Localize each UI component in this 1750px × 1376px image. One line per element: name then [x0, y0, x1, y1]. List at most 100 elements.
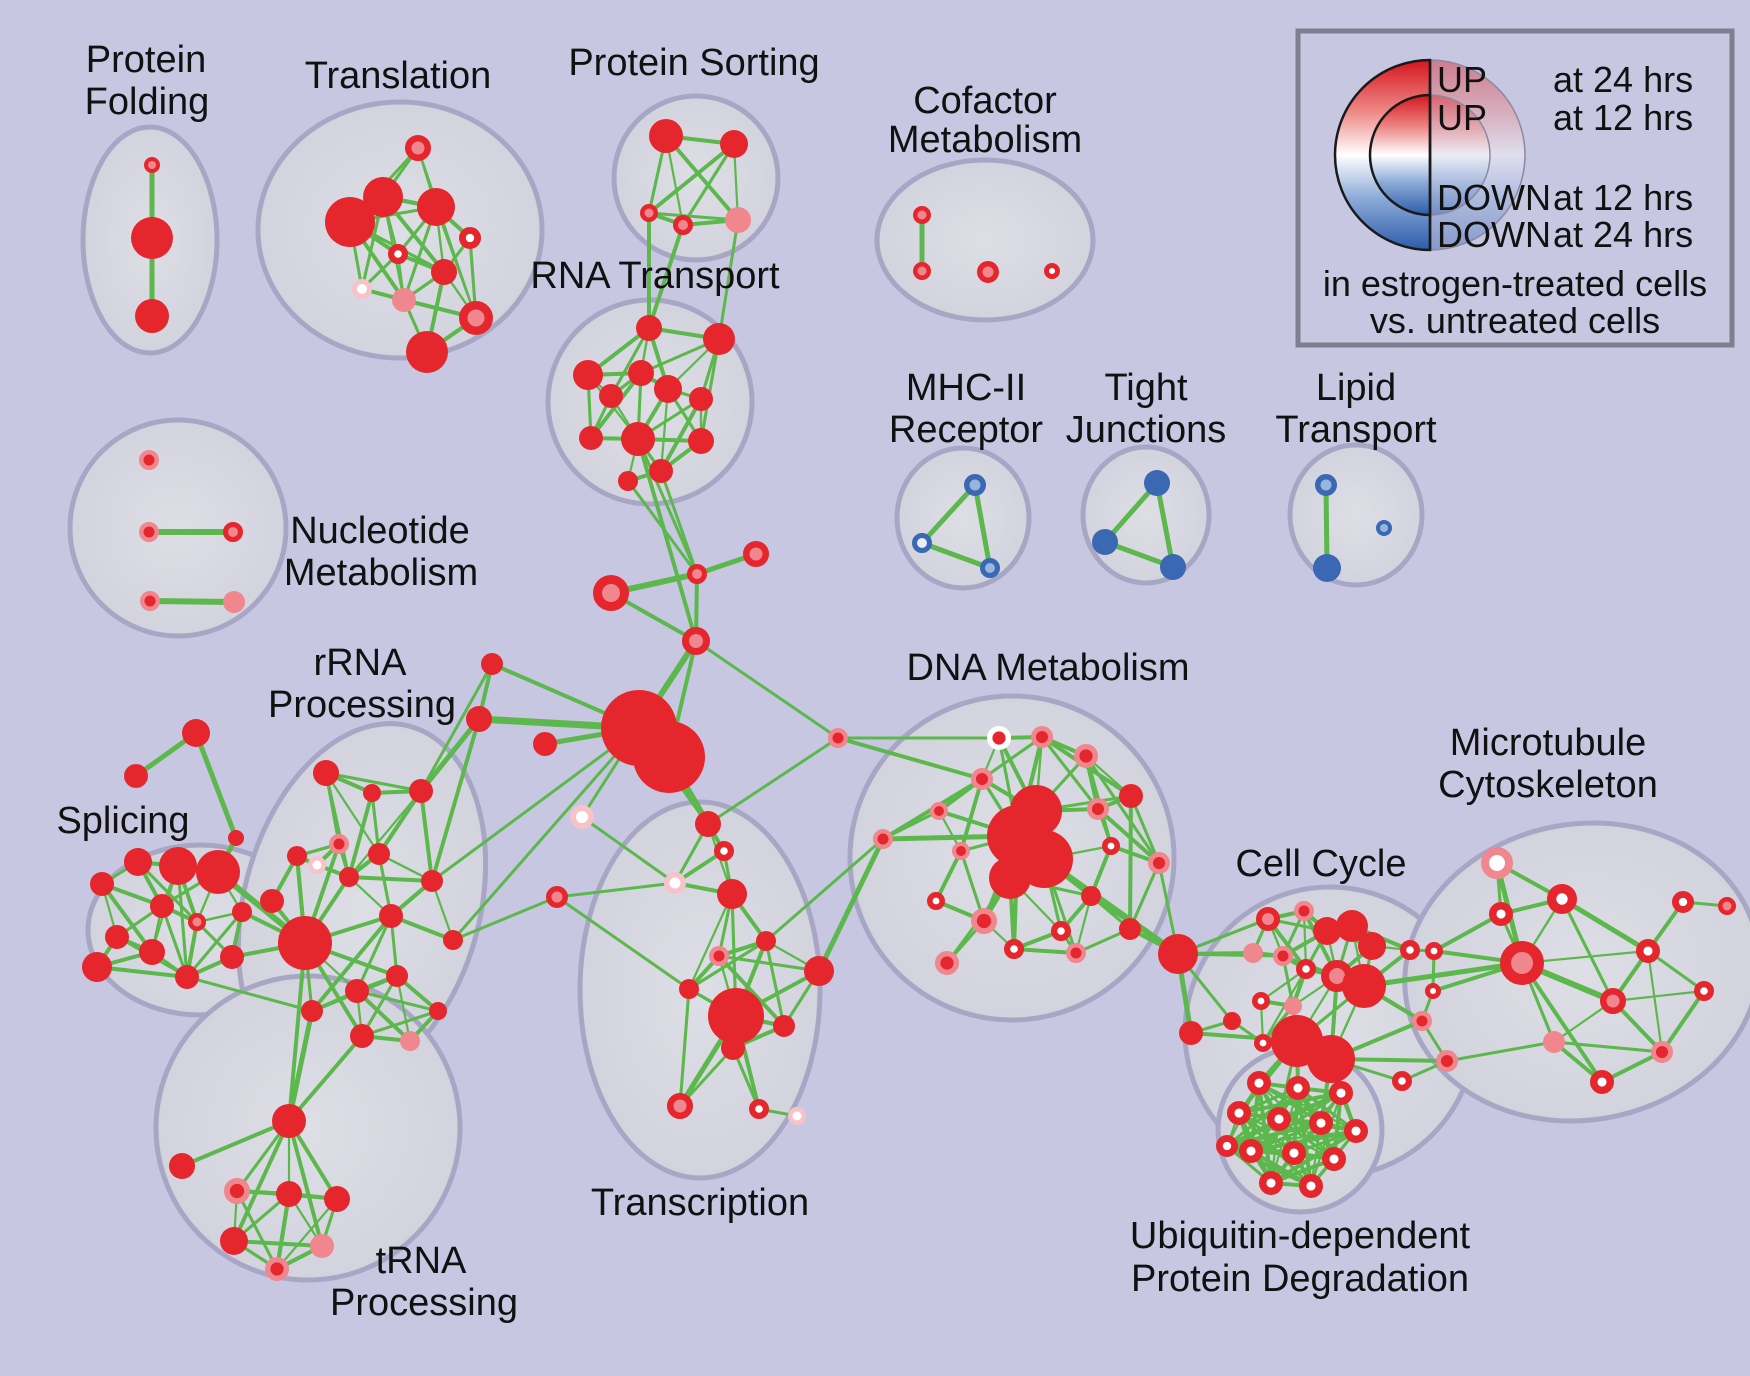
- network-node-conn-9: [570, 805, 594, 829]
- network-node-ub-2: [1328, 1080, 1353, 1105]
- network-edge: [1084, 755, 1161, 864]
- network-node-pf-1: [131, 217, 173, 259]
- network-edge: [1433, 912, 1502, 953]
- network-node-translation-8: [392, 288, 416, 312]
- network-node-cofactor-1: [913, 262, 931, 280]
- network-node-translation-5: [388, 244, 409, 265]
- network-node-spl-1: [159, 847, 197, 885]
- network-node-psort-3: [673, 215, 693, 235]
- network-edge: [659, 398, 703, 472]
- network-node-trans-5: [709, 946, 729, 966]
- network-node-ub-6: [1343, 1118, 1368, 1143]
- network-node-cc-19: [1435, 1049, 1458, 1072]
- network-node-rrna-18: [443, 930, 463, 950]
- network-node-mt-6: [1600, 988, 1626, 1014]
- network-edge: [1520, 961, 1604, 1084]
- network-node-trans-4: [756, 931, 776, 951]
- network-node-mt-4: [1500, 941, 1544, 985]
- network-node-cc-6: [1358, 932, 1386, 960]
- cluster-label-nucleotide: Metabolism: [284, 552, 478, 594]
- network-node-translation-7: [352, 279, 372, 299]
- network-node-nucleotide-0: [139, 450, 159, 470]
- cluster-label-spl: Splicing: [56, 800, 189, 842]
- network-edge: [347, 792, 374, 878]
- network-node-rrna-10: [345, 979, 369, 1003]
- network-link-edge: [1446, 1040, 1555, 1063]
- network-node-ub-9: [1321, 1146, 1346, 1171]
- network-node-ub-1: [1285, 1075, 1310, 1100]
- cluster-label-psort: Protein Sorting: [568, 42, 819, 84]
- network-node-translation-0: [405, 135, 431, 161]
- network-node-rrna-14: [400, 1031, 420, 1051]
- network-node-tight-2: [1160, 554, 1186, 580]
- network-node-rna-4: [654, 375, 682, 403]
- network-node-rrna-6: [368, 843, 390, 865]
- network-node-trans-7: [804, 956, 834, 986]
- network-node-trans-11: [667, 1093, 693, 1119]
- network-edge: [1660, 990, 1706, 1053]
- network-node-trna-2: [224, 1178, 251, 1205]
- network-edge: [699, 338, 721, 442]
- nodes-layer: [82, 119, 1736, 1281]
- cluster-label-pf: Folding: [85, 81, 210, 123]
- network-node-conn-0: [687, 564, 707, 584]
- network-node-nucleotide-2: [223, 522, 243, 542]
- network-edge: [647, 142, 736, 215]
- network-node-translation-6: [431, 259, 457, 285]
- network-node-cc-9: [1295, 958, 1316, 979]
- cluster-label-rrna: Processing: [268, 684, 456, 726]
- network-node-translation-2: [363, 177, 403, 217]
- network-edge: [1553, 1040, 1663, 1054]
- network-link-edge: [816, 837, 886, 973]
- network-node-cc-0: [1158, 934, 1198, 974]
- network-link-edge: [556, 895, 690, 991]
- network-node-dna-3: [1073, 744, 1098, 769]
- network-node-rrna-3: [329, 834, 349, 854]
- network-node-rrna-15: [429, 1002, 447, 1020]
- network-link-edge: [419, 717, 481, 793]
- network-edge: [419, 790, 434, 882]
- network-edge: [687, 893, 734, 990]
- cluster-label-lipid: Transport: [1275, 409, 1437, 451]
- network-edge: [717, 954, 786, 1028]
- network-node-pf-0: [144, 157, 160, 173]
- network-node-trans-8: [708, 988, 764, 1044]
- network-node-trans-3: [717, 879, 747, 909]
- legend-row-direction: DOWN: [1437, 214, 1551, 255]
- network-node-trans-12: [748, 1098, 769, 1119]
- network-link-edge: [430, 718, 481, 882]
- cluster-label-trna: Processing: [330, 1282, 518, 1324]
- legend-row-direction: UP: [1437, 97, 1487, 138]
- network-node-dna-4: [970, 767, 993, 790]
- network-node-conn-6: [533, 732, 557, 756]
- network-edge: [934, 850, 963, 902]
- network-link-edge: [707, 736, 839, 826]
- network-node-mt-3: [1425, 941, 1444, 960]
- network-node-trans-6: [679, 979, 699, 999]
- network-edge: [1128, 795, 1133, 930]
- network-edge: [160, 905, 189, 978]
- network-edge: [377, 789, 423, 856]
- network-edge: [361, 1009, 439, 1038]
- network-node-rrna-2: [409, 779, 433, 803]
- network-node-ub-4: [1266, 1106, 1291, 1131]
- network-node-mt-7: [1635, 938, 1660, 963]
- network-node-tri-1: [124, 764, 148, 788]
- network-node-cc-14: [1223, 1012, 1241, 1030]
- network-node-conn-1: [743, 541, 769, 567]
- network-edge: [681, 143, 736, 226]
- network-node-rna-9: [688, 428, 714, 454]
- network-edge: [356, 989, 439, 1013]
- cluster-label-ub: Protein Degradation: [1131, 1258, 1469, 1300]
- network-edge: [1013, 947, 1077, 955]
- network-node-dna-14: [1147, 851, 1170, 874]
- network-node-mt-0: [1481, 847, 1513, 879]
- legend-row-time: at 12 hrs: [1553, 177, 1693, 218]
- network-node-rna-6: [689, 387, 713, 411]
- network-link-edge: [647, 224, 685, 329]
- network-node-ub-12: [1216, 1135, 1239, 1158]
- network-node-mt-10: [1650, 1040, 1673, 1063]
- network-edge: [181, 1119, 290, 1168]
- network-node-dna-12: [989, 857, 1031, 899]
